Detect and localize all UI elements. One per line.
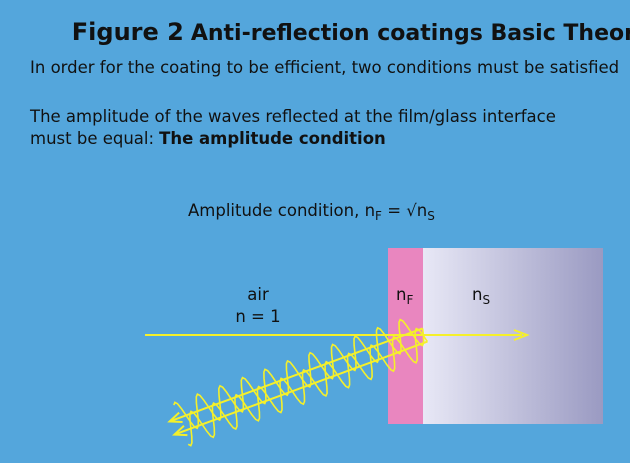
arrow-head	[171, 425, 188, 437]
subscript: F	[406, 293, 413, 307]
rays	[145, 318, 530, 447]
figure-label: Figure 2	[72, 18, 184, 46]
subtitle: In order for the coating to be efficient…	[30, 58, 619, 77]
film-label: nF	[396, 285, 413, 307]
paragraph-line: The amplitude of the waves reflected at …	[29, 107, 556, 126]
subscript: S	[482, 293, 490, 307]
reflected-wave	[173, 318, 425, 430]
text: must be equal:	[30, 129, 154, 148]
title: Figure 2 Anti-reflection coatings Basic T…	[30, 18, 630, 46]
text: n	[396, 285, 406, 304]
arrow-head	[167, 411, 183, 423]
subscript: F	[375, 209, 382, 223]
subscript: S	[427, 209, 435, 223]
air-label: air	[247, 285, 269, 304]
text: = √n	[382, 201, 427, 220]
arrow-head	[513, 329, 530, 341]
reflected-ray	[174, 340, 428, 436]
reflected-ray	[169, 327, 423, 423]
formula: Amplitude condition, nF = √nS	[188, 201, 435, 223]
text: Amplitude condition, n	[188, 201, 375, 220]
title-text: Anti-reflection coatings Basic Theory	[191, 21, 630, 46]
text: n	[472, 285, 482, 304]
substrate-label: nS	[472, 285, 490, 307]
air-index: n = 1	[235, 307, 280, 326]
paragraph-line: must be equal: The amplitude condition	[30, 129, 386, 148]
emphasis: The amplitude condition	[159, 129, 386, 148]
